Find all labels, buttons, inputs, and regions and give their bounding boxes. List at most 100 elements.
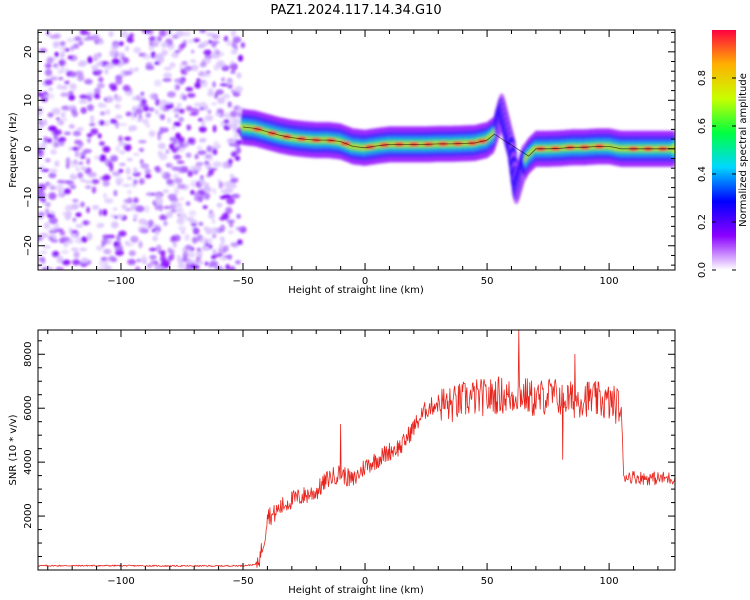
noise-speckle — [54, 142, 60, 148]
noise-speckle — [102, 146, 111, 153]
noise-speckle — [92, 34, 100, 39]
noise-speckle — [50, 226, 58, 231]
noise-speckle — [119, 150, 126, 155]
noise-speckle — [63, 243, 68, 248]
noise-speckle — [78, 40, 84, 46]
noise-speckle — [223, 112, 232, 119]
noise-speckle — [212, 233, 217, 239]
noise-speckle — [193, 102, 201, 107]
noise-speckle — [46, 266, 54, 270]
noise-speckle — [95, 54, 101, 59]
noise-speckle — [219, 257, 228, 261]
noise-speckle — [176, 160, 185, 164]
noise-speckle — [223, 119, 230, 124]
ridge-trace — [242, 126, 675, 157]
noise-speckle — [49, 34, 58, 39]
noise-speckle — [148, 107, 155, 112]
noise-speckle — [118, 135, 123, 143]
noise-speckle — [110, 155, 118, 162]
noise-speckle — [65, 157, 71, 165]
noise-speckle — [71, 247, 78, 251]
noise-speckle — [164, 104, 174, 109]
noise-speckle — [63, 188, 72, 195]
noise-speckle — [171, 52, 180, 58]
noise-speckle — [40, 250, 48, 254]
noise-region — [38, 30, 247, 270]
noise-speckle — [108, 255, 116, 262]
noise-speckle — [51, 107, 61, 115]
noise-speckle — [42, 119, 48, 126]
noise-speckle — [215, 112, 221, 117]
noise-speckle — [123, 70, 133, 76]
noise-speckle — [204, 192, 211, 200]
y-tick-label: 0 — [23, 146, 34, 152]
noise-speckle — [58, 59, 67, 67]
noise-speckle — [227, 83, 233, 89]
noise-speckle — [225, 206, 233, 215]
x-tick-label: 0 — [362, 276, 368, 287]
noise-speckle — [206, 145, 213, 153]
noise-speckle — [221, 212, 229, 220]
noise-speckle — [97, 40, 105, 45]
noise-speckle — [90, 115, 95, 123]
noise-speckle — [186, 93, 196, 98]
noise-speckle — [109, 50, 116, 57]
noise-speckle — [226, 39, 232, 47]
noise-speckle — [190, 189, 195, 195]
noise-speckle — [60, 117, 68, 122]
noise-speckle — [154, 79, 162, 87]
noise-speckle — [167, 256, 172, 262]
noise-speckle — [217, 97, 226, 104]
noise-speckle — [91, 205, 100, 210]
noise-speckle — [86, 133, 93, 138]
noise-speckle — [68, 94, 76, 101]
noise-speckle — [147, 191, 152, 196]
noise-speckle — [222, 245, 229, 252]
noise-speckle — [102, 209, 108, 216]
noise-speckle — [138, 147, 145, 153]
noise-speckle — [70, 71, 77, 78]
noise-speckle — [135, 266, 141, 270]
noise-speckle — [114, 245, 124, 251]
noise-speckle — [237, 54, 244, 62]
noise-speckle — [104, 68, 109, 75]
noise-speckle — [47, 137, 53, 144]
noise-speckle — [49, 168, 58, 174]
y-tick-label: 4000 — [23, 449, 34, 474]
noise-speckle — [203, 49, 212, 56]
noise-speckle — [213, 48, 220, 54]
noise-speckle — [167, 247, 172, 254]
noise-speckle — [40, 168, 50, 172]
noise-speckle — [113, 189, 118, 197]
noise-speckle — [138, 140, 147, 144]
x-tick-label: −50 — [232, 276, 253, 287]
noise-speckle — [50, 210, 55, 215]
noise-speckle — [185, 105, 193, 112]
noise-speckle — [126, 190, 132, 195]
noise-speckle — [173, 187, 180, 196]
noise-speckle — [187, 137, 193, 144]
noise-speckle — [198, 221, 204, 226]
noise-speckle — [52, 251, 60, 257]
noise-speckle — [166, 30, 173, 36]
noise-speckle — [194, 82, 202, 89]
y-tick-label: −10 — [23, 187, 34, 208]
noise-speckle — [45, 202, 51, 208]
colorbar-tick-label: 0.2 — [697, 214, 708, 230]
colorbar-tick-label: 0.0 — [697, 262, 708, 278]
noise-speckle — [86, 232, 93, 240]
noise-speckle — [86, 57, 93, 64]
noise-speckle — [126, 37, 135, 43]
noise-speckle — [228, 229, 234, 235]
noise-speckle — [175, 30, 185, 37]
snr-ylabel: SNR (10 * v/v) — [8, 414, 19, 485]
noise-speckle — [236, 213, 241, 219]
noise-speckle — [198, 126, 207, 133]
noise-speckle — [235, 226, 243, 231]
noise-speckle — [110, 44, 120, 49]
noise-speckle — [143, 118, 149, 126]
noise-speckle — [159, 103, 164, 111]
noise-speckle — [233, 118, 241, 126]
noise-speckle — [61, 259, 71, 266]
